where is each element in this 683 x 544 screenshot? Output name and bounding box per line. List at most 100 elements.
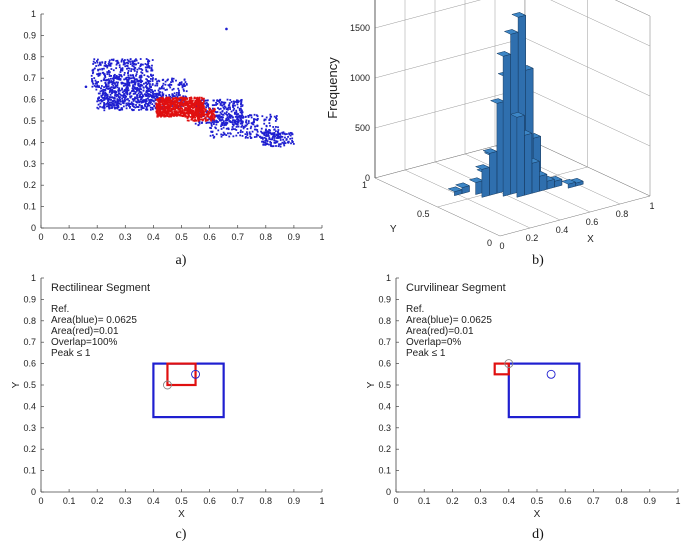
scatter-point	[136, 80, 139, 83]
scatter-point	[115, 93, 118, 96]
scatter-point	[229, 99, 232, 101]
scatter-point	[193, 120, 196, 122]
scatter-point	[156, 84, 159, 87]
scatter-point	[177, 99, 180, 101]
scatter-point	[96, 100, 99, 103]
scatter-point	[260, 127, 263, 130]
bar-front	[531, 160, 540, 194]
scatter-point	[275, 141, 278, 144]
scatter-point	[140, 71, 143, 74]
scatter-point	[263, 118, 266, 121]
scatter-point	[222, 113, 225, 116]
scatter-point	[291, 133, 294, 136]
scatter-point	[158, 113, 161, 115]
scatter-point	[167, 98, 170, 101]
scatter-point	[219, 102, 222, 105]
scatter-point	[246, 136, 249, 139]
scatter-point	[156, 96, 159, 99]
scatter-point	[106, 101, 109, 104]
scatter-point	[100, 99, 102, 101]
scatter-point	[194, 101, 196, 104]
scatter-point	[163, 114, 166, 116]
scatter-point	[272, 126, 275, 128]
scatter-point	[277, 135, 279, 138]
scatter-point	[265, 142, 268, 145]
scatter-point	[241, 111, 244, 114]
scatter-point	[133, 59, 136, 62]
scatter-point	[110, 68, 113, 70]
scatter-point	[176, 100, 178, 103]
scatter-point	[227, 132, 229, 135]
scatter-point	[200, 111, 203, 113]
scatter-point	[204, 120, 207, 122]
scatter-point	[217, 107, 219, 109]
scatter-point	[177, 112, 180, 114]
scatter-point	[119, 108, 122, 111]
scatter-point	[204, 102, 207, 105]
scatter-point	[266, 135, 268, 137]
scatter-point	[181, 115, 184, 117]
scatter-point	[163, 100, 166, 103]
scatter-point	[129, 58, 132, 61]
scatter-point	[180, 111, 182, 113]
scatter-point	[151, 84, 154, 86]
scatter-point	[242, 116, 245, 119]
scatter-point	[108, 59, 111, 62]
scatter-point	[144, 102, 147, 104]
scatter-point	[109, 98, 111, 101]
scatter-point	[235, 111, 238, 114]
scatter-point	[124, 59, 126, 61]
scatter-point	[236, 118, 238, 121]
scatter-point	[202, 102, 205, 104]
scatter-point	[114, 77, 117, 80]
scatter-point	[140, 92, 143, 95]
scatter-point	[231, 121, 233, 124]
scatter-point	[268, 122, 271, 125]
scatter-point	[102, 91, 104, 94]
scatter-point	[164, 112, 167, 115]
scatter-point	[170, 114, 173, 117]
scatter-point	[138, 101, 141, 104]
scatter-point	[139, 76, 142, 79]
scatter-point	[224, 106, 227, 109]
scatter-point	[165, 97, 168, 100]
histogram-bar	[496, 51, 512, 197]
scatter-point	[108, 107, 111, 110]
scatter-point	[175, 99, 178, 102]
scatter-point	[250, 122, 253, 125]
bar-top	[447, 186, 463, 192]
scatter-point	[91, 81, 94, 84]
scatter-point	[253, 113, 256, 116]
histogram-bar	[482, 148, 498, 196]
scatter-point	[164, 108, 167, 111]
scatter-point	[122, 96, 125, 99]
y-tick-label: 0.9	[378, 294, 391, 304]
scatter-point	[279, 133, 282, 136]
scatter-point	[140, 74, 143, 77]
scatter-point	[92, 63, 95, 65]
scatter-point	[181, 109, 184, 112]
scatter-point	[131, 64, 134, 67]
scatter-point	[164, 107, 166, 109]
scatter-point	[224, 101, 227, 104]
scatter-point	[150, 89, 153, 91]
scatter-point	[265, 124, 268, 127]
scatter-point	[120, 60, 123, 63]
scatter-point	[166, 99, 168, 102]
scatter-point	[134, 87, 137, 90]
scatter-point	[166, 112, 169, 114]
scatter-point	[160, 101, 163, 103]
scatter-point	[137, 84, 140, 87]
scatter-point	[179, 97, 182, 100]
scatter-point	[115, 67, 118, 70]
scatter-point	[136, 68, 139, 71]
scatter-point	[106, 78, 109, 81]
scatter-point	[198, 121, 200, 123]
scatter-point	[157, 99, 160, 102]
scatter-point	[152, 74, 155, 77]
y-tick-label: 0.3	[23, 159, 36, 169]
scatter-point	[132, 65, 135, 68]
scatter-point	[95, 88, 98, 91]
scatter-point	[198, 122, 201, 125]
scatter-point	[240, 102, 243, 105]
